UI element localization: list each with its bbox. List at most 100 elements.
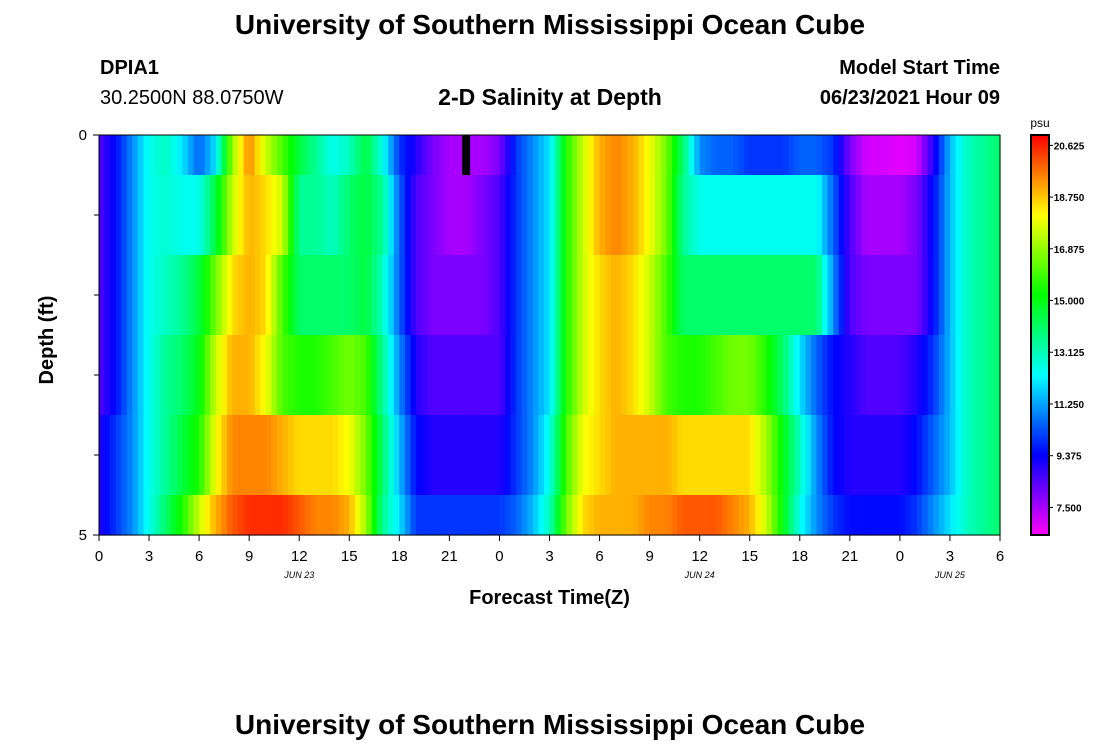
heatmap-cell <box>716 175 723 256</box>
heatmap-cell <box>744 135 751 176</box>
heatmap-cell <box>593 135 601 176</box>
heatmap-cell <box>805 495 812 536</box>
heatmap-cell <box>449 175 456 256</box>
heatmap-cell <box>505 495 512 536</box>
x-tick-label: 3 <box>545 548 553 565</box>
heatmap-cell <box>888 495 895 536</box>
heatmap-cell <box>293 495 300 536</box>
heatmap-cell <box>260 415 267 496</box>
heatmap-cell <box>449 415 456 496</box>
heatmap-cell <box>516 175 523 256</box>
heatmap-cell <box>538 135 545 176</box>
heatmap-cell <box>299 175 306 256</box>
heatmap-cell <box>393 335 400 416</box>
heatmap-cell <box>171 495 178 536</box>
heatmap-cell <box>276 255 284 336</box>
heatmap-cell <box>204 135 211 176</box>
heatmap-cell <box>460 415 467 496</box>
x-tick-label: 3 <box>946 548 954 565</box>
heatmap-cell <box>160 335 167 416</box>
heatmap-cell <box>899 175 907 256</box>
heatmap-cell <box>883 175 890 256</box>
heatmap-cell <box>243 495 250 536</box>
heatmap-cell <box>949 335 957 416</box>
heatmap-cell <box>99 175 106 256</box>
heatmap-cell <box>988 255 996 336</box>
heatmap-cell <box>649 135 656 176</box>
heatmap-cell <box>193 135 200 176</box>
heatmap-cell <box>849 255 856 336</box>
colorbar-tick-label: 16.875 <box>1054 245 1085 256</box>
heatmap-cell <box>343 135 350 176</box>
heatmap-cell <box>204 415 211 496</box>
heatmap-cell <box>521 415 528 496</box>
heatmap-cell <box>566 175 573 256</box>
heatmap-cell <box>527 135 534 176</box>
heatmap-cell <box>605 175 612 256</box>
heatmap-cell <box>627 415 634 496</box>
heatmap-cell <box>310 415 317 496</box>
heatmap-cell <box>933 415 940 496</box>
date-label: JUN 25 <box>934 570 966 580</box>
heatmap-cell <box>938 495 945 536</box>
heatmap-cell <box>204 335 211 416</box>
heatmap-cell <box>744 255 751 336</box>
heatmap-cell <box>699 415 706 496</box>
heatmap-cell <box>521 335 528 416</box>
heatmap-cell <box>488 415 495 496</box>
heatmap-cell <box>482 415 489 496</box>
heatmap-cell <box>499 255 506 336</box>
heatmap-cell <box>399 335 406 416</box>
heatmap-cell <box>688 335 695 416</box>
heatmap-cell <box>460 335 467 416</box>
heatmap-cell <box>143 255 150 336</box>
heatmap-cell <box>149 255 156 336</box>
heatmap-cell <box>176 415 184 496</box>
heatmap-cell <box>816 175 823 256</box>
footer-title: University of Southern Mississippi Ocean… <box>234 709 866 740</box>
heatmap-cell <box>210 415 217 496</box>
heatmap-cell <box>905 495 912 536</box>
heatmap-cell <box>632 135 640 176</box>
heatmap-cell <box>760 495 768 536</box>
model-start-label: Model Start Time <box>839 57 1000 79</box>
heatmap-cell <box>582 415 590 496</box>
heatmap-cell <box>99 255 106 336</box>
heatmap-cell <box>371 255 378 336</box>
heatmap-cell <box>421 175 428 256</box>
heatmap-cell <box>755 415 762 496</box>
heatmap-cell <box>271 335 278 416</box>
heatmap-cell <box>605 335 612 416</box>
heatmap-cell <box>193 335 200 416</box>
heatmap-cell <box>176 495 184 536</box>
heatmap-cell <box>599 135 606 176</box>
heatmap-cell <box>210 495 217 536</box>
heatmap-cell <box>438 415 445 496</box>
x-tick-label: 21 <box>441 548 458 565</box>
heatmap-cell <box>238 175 245 256</box>
heatmap-cell <box>249 335 256 416</box>
heatmap-cell <box>238 415 245 496</box>
heatmap-cell <box>232 495 239 536</box>
heatmap-cell <box>199 495 206 536</box>
heatmap-cell <box>749 335 756 416</box>
heatmap-cell <box>149 135 156 176</box>
heatmap-cell <box>304 495 311 536</box>
heatmap-cell <box>293 255 300 336</box>
heatmap-cell <box>733 175 740 256</box>
heatmap-cell <box>505 335 512 416</box>
heatmap-cell <box>443 135 450 176</box>
heatmap-cell <box>427 495 434 536</box>
heatmap-cell <box>783 175 790 256</box>
heatmap-cell <box>799 135 806 176</box>
heatmap-cell <box>788 135 795 176</box>
heatmap-cell <box>210 175 217 256</box>
heatmap-cell <box>938 135 945 176</box>
heatmap-cell <box>493 175 501 256</box>
heatmap-cell <box>749 415 756 496</box>
heatmap-cell <box>538 495 545 536</box>
heatmap-cell <box>215 335 222 416</box>
heatmap-cell <box>443 335 450 416</box>
heatmap-cell <box>894 175 901 256</box>
heatmap-cell <box>810 495 818 536</box>
